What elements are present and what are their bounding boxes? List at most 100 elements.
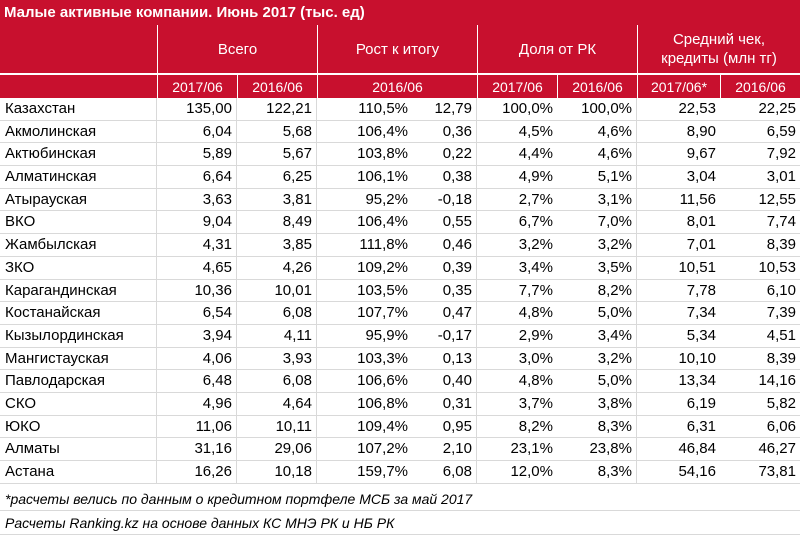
cell-avg-2016: 46,27 xyxy=(758,440,796,458)
cell-region-name: СКО xyxy=(0,392,157,415)
cell-share-2016: 5,0% xyxy=(557,370,637,392)
cell-total-2016: 10,11 xyxy=(237,415,317,438)
cell-total-2017: 3,63 xyxy=(157,188,237,211)
cell-region-name: Алматинская xyxy=(0,166,157,188)
cell-total-2017: 4,96 xyxy=(157,392,237,415)
cell-growth-pct: 95,9% xyxy=(365,326,408,344)
table-row: Павлодарская 6,48 6,08 106,6% 0,40 4,8% 5,0% 13… xyxy=(0,370,800,393)
cell-total-2017: 6,04 xyxy=(157,120,237,143)
table-row: Алматинская 6,64 6,25 106,1% 0,38 4,9% 5,1% 3,0… xyxy=(0,166,800,189)
table-row: Карагандинская 10,36 10,01 103,5% 0,35 7,7% 8,… xyxy=(0,279,800,303)
cell-share-2016: 3,5% xyxy=(557,256,637,279)
subheader-share-2016: 2016/06 xyxy=(557,75,637,98)
cell-region-name: Костанайская xyxy=(0,302,157,324)
cell-avg-2017: 11,56 xyxy=(679,190,716,208)
table-row: Кызылординская 3,94 4,11 95,9% -0,17 2,9% 3,4%… xyxy=(0,324,800,348)
cell-share-2017: 7,7% xyxy=(518,281,553,299)
cell-avg-2017: 13,34 xyxy=(678,372,716,390)
cell-avg-2016: 7,92 xyxy=(766,145,796,163)
cell-growth-abs: 0,46 xyxy=(412,234,477,256)
table-row: Костанайская 6,54 6,08 107,7% 0,47 4,8% 5,0% 7,… xyxy=(0,302,800,325)
cell-total-2016: 6,08 xyxy=(237,302,317,324)
cell-growth-pct: 110,5% xyxy=(358,100,408,117)
cell-avg-2016: 7,39 xyxy=(766,304,796,322)
cell-total-2017: 5,89 xyxy=(157,143,237,166)
cell-growth-pct: 106,1% xyxy=(357,168,408,186)
cell-share-2017: 3,0% xyxy=(518,349,553,367)
cell-region-name: Казахстан xyxy=(0,98,157,120)
header-avg-check: Средний чек, кредиты (млн тг) xyxy=(637,25,800,73)
header-share: Доля от РК xyxy=(477,25,637,73)
cell-avg-2017: 54,16 xyxy=(678,463,716,480)
cell-growth-pct: 107,7% xyxy=(357,304,408,322)
cell-total-2016: 3,85 xyxy=(237,234,317,256)
cell-avg-2016: 73,81 xyxy=(758,463,796,480)
cell-share-2017: 23,1% xyxy=(510,440,553,458)
cell-total-2017: 6,64 xyxy=(157,166,237,188)
subheader-total-2016: 2016/06 xyxy=(237,75,317,98)
cell-avg-2016: 7,74 xyxy=(766,213,796,231)
cell-growth-pct: 103,8% xyxy=(357,145,408,163)
cell-growth-pct: 109,2% xyxy=(357,258,408,276)
cell-total-2017: 31,16 xyxy=(157,438,237,460)
cell-growth-abs: -0,17 xyxy=(412,324,477,347)
cell-share-2016: 4,6% xyxy=(557,143,637,166)
table-row: Алматы 31,16 29,06 107,2% 2,10 23,1% 23,8% 46,8… xyxy=(0,438,800,461)
header-growth: Рост к итогу xyxy=(317,25,477,73)
cell-total-2016: 5,67 xyxy=(237,143,317,166)
cell-growth-abs: 0,40 xyxy=(412,370,477,392)
cell-share-2016: 3,1% xyxy=(557,188,637,211)
table-row: Мангистауская 4,06 3,93 103,3% 0,13 3,0% 3,2% 1… xyxy=(0,347,800,371)
cell-growth-abs: 0,13 xyxy=(412,347,477,370)
cell-total-2017: 135,00 xyxy=(157,98,237,120)
cell-share-2016: 5,0% xyxy=(557,302,637,324)
cell-avg-2017: 22,53 xyxy=(678,100,716,117)
table-row: ЗКО 4,65 4,26 109,2% 0,39 3,4% 3,5% 10,51 10,53 xyxy=(0,256,800,280)
cell-region-name: Алматы xyxy=(0,438,157,460)
subheader-avg-2016: 2016/06 xyxy=(720,75,800,98)
header-total: Всего xyxy=(157,25,317,73)
cell-avg-2016: 22,25 xyxy=(758,100,796,117)
cell-share-2017: 3,4% xyxy=(518,258,553,276)
cell-avg-2016: 4,51 xyxy=(766,326,796,344)
cell-total-2017: 16,26 xyxy=(157,461,237,483)
cell-region-name: ЮКО xyxy=(0,415,157,438)
cell-share-2017: 4,8% xyxy=(518,304,553,322)
cell-growth-abs: 0,39 xyxy=(412,256,477,279)
cell-total-2017: 6,54 xyxy=(157,302,237,324)
cell-avg-2017: 3,04 xyxy=(686,168,716,186)
cell-growth-abs: 2,10 xyxy=(412,438,477,460)
cell-total-2016: 6,08 xyxy=(237,370,317,392)
cell-total-2016: 29,06 xyxy=(237,438,317,460)
cell-avg-2016: 12,55 xyxy=(758,190,796,208)
table-row: Атырауская 3,63 3,81 95,2% -0,18 2,7% 3,1% 11,5… xyxy=(0,188,800,212)
cell-avg-2017: 9,67 xyxy=(686,145,716,163)
cell-region-name: Мангистауская xyxy=(0,347,157,370)
cell-region-name: Кызылординская xyxy=(0,324,157,347)
cell-growth-abs: 0,47 xyxy=(412,302,477,324)
cell-region-name: Павлодарская xyxy=(0,370,157,392)
subheader-avg-2017: 2017/06* xyxy=(637,75,720,98)
cell-total-2016: 4,64 xyxy=(237,392,317,415)
cell-share-2016: 4,6% xyxy=(557,120,637,143)
cell-growth-pct: 95,2% xyxy=(365,190,408,208)
cell-total-2017: 6,48 xyxy=(157,370,237,392)
cell-avg-2017: 8,90 xyxy=(686,122,716,140)
cell-growth-abs: 0,22 xyxy=(412,143,477,166)
cell-avg-2016: 14,16 xyxy=(758,372,796,390)
cell-growth-pct: 159,7% xyxy=(357,463,408,480)
table-row: Жамбылская 4,31 3,85 111,8% 0,46 3,2% 3,2% 7,01… xyxy=(0,234,800,257)
subheader-blank xyxy=(0,75,157,98)
cell-share-2016: 8,3% xyxy=(557,461,637,483)
cell-total-2016: 3,81 xyxy=(237,188,317,211)
cell-growth-abs: 0,95 xyxy=(412,415,477,438)
cell-total-2017: 9,04 xyxy=(157,211,237,234)
cell-region-name: Атырауская xyxy=(0,188,157,211)
cell-share-2017: 3,2% xyxy=(518,236,553,254)
cell-growth-pct: 103,3% xyxy=(357,349,408,367)
cell-avg-2016: 3,01 xyxy=(766,168,796,186)
cell-total-2016: 4,11 xyxy=(237,324,317,347)
table-title: Малые активные компании. Июнь 2017 (тыс.… xyxy=(0,0,800,25)
cell-growth-pct: 107,2% xyxy=(357,440,408,458)
cell-avg-2017: 7,01 xyxy=(686,236,716,254)
